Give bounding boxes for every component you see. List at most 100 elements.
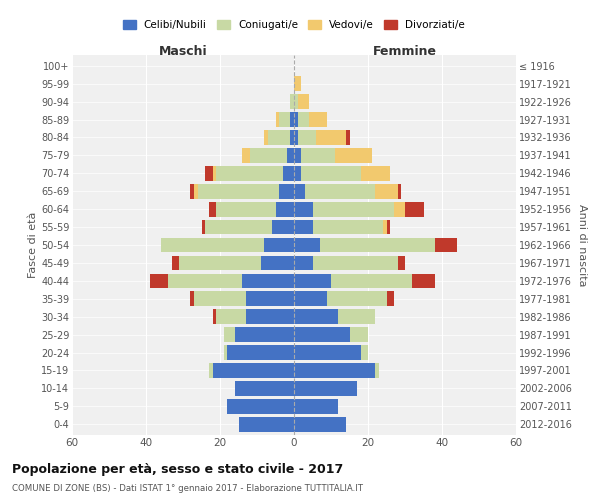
- Bar: [298, 112, 309, 127]
- Bar: [172, 256, 179, 270]
- Bar: [294, 363, 376, 378]
- Bar: [294, 328, 349, 342]
- Bar: [361, 345, 368, 360]
- Bar: [386, 220, 390, 234]
- Bar: [294, 220, 313, 234]
- Bar: [320, 238, 434, 252]
- Bar: [361, 166, 390, 180]
- Bar: [335, 148, 372, 162]
- Bar: [239, 417, 294, 432]
- Bar: [242, 148, 250, 162]
- Bar: [283, 166, 294, 180]
- Y-axis label: Anni di nascita: Anni di nascita: [577, 204, 587, 286]
- Bar: [294, 112, 298, 127]
- Bar: [412, 274, 434, 288]
- Bar: [265, 238, 294, 252]
- Bar: [301, 148, 335, 162]
- Bar: [272, 220, 294, 234]
- Bar: [227, 399, 294, 413]
- Bar: [294, 202, 313, 216]
- Bar: [309, 112, 328, 127]
- Y-axis label: Fasce di età: Fasce di età: [28, 212, 38, 278]
- Bar: [260, 256, 294, 270]
- Bar: [275, 112, 279, 127]
- Bar: [209, 363, 212, 378]
- Bar: [294, 130, 298, 145]
- Text: Popolazione per età, sesso e stato civile - 2017: Popolazione per età, sesso e stato civil…: [12, 462, 343, 475]
- Bar: [405, 202, 424, 216]
- Bar: [250, 148, 287, 162]
- Bar: [338, 310, 376, 324]
- Bar: [268, 130, 290, 145]
- Bar: [376, 363, 379, 378]
- Bar: [246, 292, 294, 306]
- Bar: [279, 184, 294, 198]
- Bar: [294, 381, 357, 396]
- Legend: Celibi/Nubili, Coniugati/e, Vedovi/e, Divorziati/e: Celibi/Nubili, Coniugati/e, Vedovi/e, Di…: [120, 16, 468, 33]
- Bar: [376, 184, 398, 198]
- Bar: [298, 94, 309, 109]
- Bar: [294, 345, 361, 360]
- Text: Maschi: Maschi: [158, 44, 208, 58]
- Bar: [242, 274, 294, 288]
- Bar: [313, 220, 383, 234]
- Bar: [398, 256, 405, 270]
- Bar: [224, 328, 235, 342]
- Bar: [287, 148, 294, 162]
- Bar: [190, 184, 194, 198]
- Bar: [217, 202, 275, 216]
- Bar: [383, 220, 386, 234]
- Bar: [265, 130, 268, 145]
- Bar: [217, 310, 246, 324]
- Bar: [294, 76, 301, 91]
- Bar: [394, 202, 405, 216]
- Bar: [294, 310, 338, 324]
- Bar: [212, 363, 294, 378]
- Bar: [161, 238, 265, 252]
- Bar: [316, 130, 346, 145]
- Text: COMUNE DI ZONE (BS) - Dati ISTAT 1° gennaio 2017 - Elaborazione TUTTITALIA.IT: COMUNE DI ZONE (BS) - Dati ISTAT 1° genn…: [12, 484, 363, 493]
- Bar: [290, 94, 294, 109]
- Bar: [346, 130, 349, 145]
- Bar: [212, 310, 217, 324]
- Bar: [294, 399, 338, 413]
- Bar: [349, 328, 368, 342]
- Bar: [398, 184, 401, 198]
- Bar: [331, 274, 412, 288]
- Bar: [216, 166, 283, 180]
- Bar: [313, 256, 398, 270]
- Bar: [294, 417, 346, 432]
- Bar: [205, 166, 212, 180]
- Bar: [328, 292, 386, 306]
- Bar: [209, 202, 217, 216]
- Bar: [294, 166, 301, 180]
- Bar: [150, 274, 168, 288]
- Bar: [279, 112, 290, 127]
- Bar: [246, 310, 294, 324]
- Bar: [212, 166, 217, 180]
- Bar: [202, 220, 205, 234]
- Bar: [179, 256, 260, 270]
- Bar: [301, 166, 361, 180]
- Bar: [235, 328, 294, 342]
- Bar: [290, 130, 294, 145]
- Bar: [205, 220, 272, 234]
- Bar: [305, 184, 376, 198]
- Bar: [294, 292, 328, 306]
- Bar: [168, 274, 242, 288]
- Bar: [275, 202, 294, 216]
- Bar: [434, 238, 457, 252]
- Bar: [294, 184, 305, 198]
- Bar: [294, 256, 313, 270]
- Bar: [190, 292, 194, 306]
- Bar: [294, 148, 301, 162]
- Bar: [290, 112, 294, 127]
- Bar: [194, 184, 198, 198]
- Bar: [198, 184, 279, 198]
- Bar: [386, 292, 394, 306]
- Bar: [235, 381, 294, 396]
- Bar: [194, 292, 246, 306]
- Bar: [298, 130, 316, 145]
- Bar: [294, 274, 331, 288]
- Bar: [227, 345, 294, 360]
